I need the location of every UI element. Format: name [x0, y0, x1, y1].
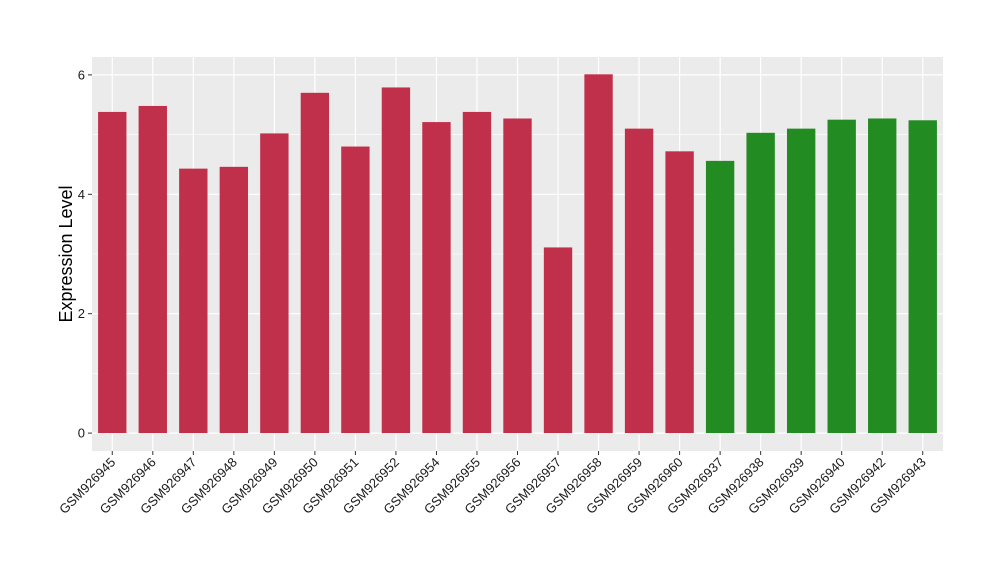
y-axis-title: Expression Level	[56, 185, 76, 322]
bar-GSM926952	[381, 87, 411, 434]
bar-GSM926951	[341, 146, 370, 434]
bar-GSM926955	[462, 111, 492, 434]
y-tick-label: 0	[78, 426, 85, 441]
y-tick-label: 2	[78, 306, 85, 321]
bar-GSM926954	[422, 122, 451, 434]
y-axis: 0 2 4 6	[78, 67, 92, 441]
bar-GSM926947	[179, 168, 208, 434]
bar-GSM926959	[624, 128, 654, 434]
bar-GSM926938	[746, 132, 775, 434]
bar-GSM926945	[98, 111, 127, 434]
bar-GSM926942	[868, 118, 897, 434]
bar-GSM926956	[503, 118, 532, 434]
bar-GSM926946	[138, 105, 167, 434]
bar-GSM926940	[827, 119, 856, 434]
y-tick-label: 4	[78, 187, 85, 202]
bar-GSM926949	[260, 133, 289, 434]
bar-GSM926958	[584, 74, 613, 434]
x-axis: GSM926945GSM926946GSM926947GSM926948GSM9…	[56, 451, 929, 517]
bar-GSM926939	[786, 128, 816, 434]
bar-GSM926960	[665, 151, 694, 434]
bar-GSM926943	[908, 120, 937, 434]
bar-GSM926950	[300, 92, 330, 434]
bar-GSM926957	[543, 247, 573, 434]
bars	[98, 74, 937, 434]
y-tick-label: 6	[78, 67, 85, 82]
bar-GSM926948	[219, 166, 249, 434]
bar-GSM926937	[705, 160, 735, 434]
